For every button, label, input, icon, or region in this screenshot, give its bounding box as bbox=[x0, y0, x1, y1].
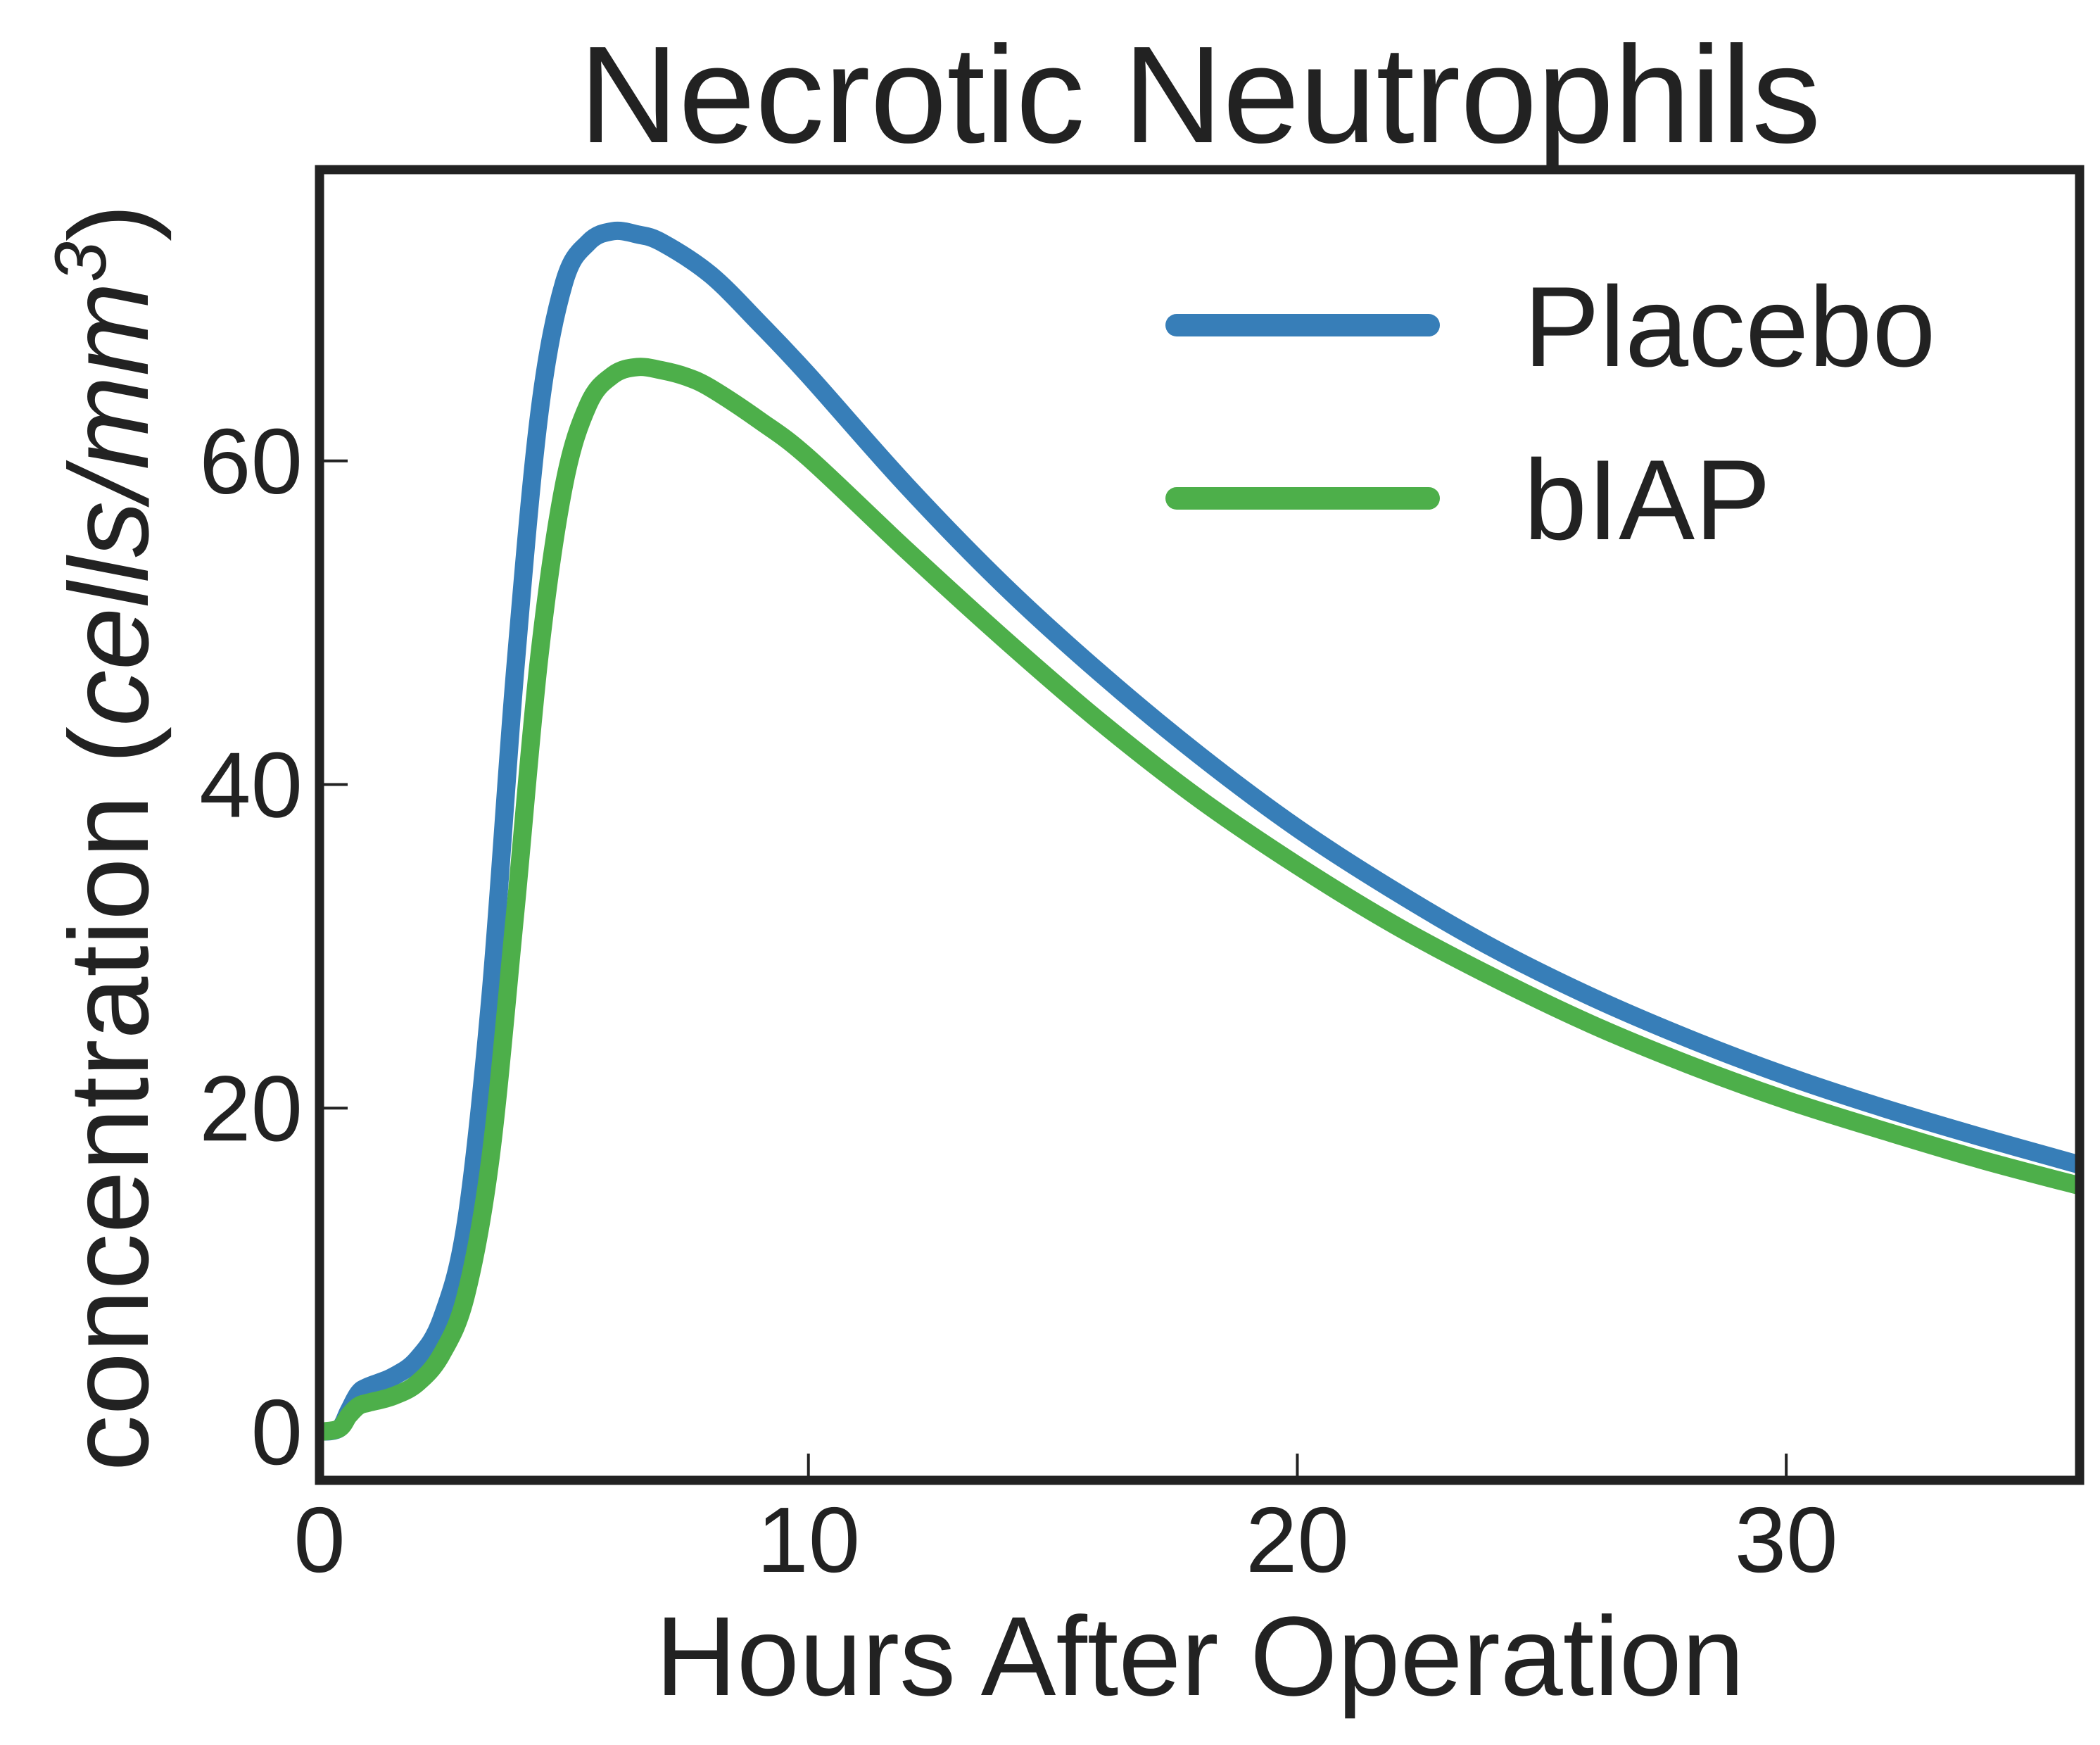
chart-title: Necrotic Neutrophils bbox=[579, 18, 1821, 172]
x-tick-label: 10 bbox=[757, 1488, 860, 1592]
series-line-biap bbox=[320, 358, 2080, 1441]
y-axis-label-prefix: concentration ( bbox=[46, 726, 172, 1471]
legend: Placebo bIAP bbox=[1165, 263, 1935, 564]
legend-label-placebo: Placebo bbox=[1524, 263, 1935, 391]
plot-frame bbox=[315, 165, 2085, 1485]
x-axis-label: Hours After Operation bbox=[655, 1593, 1744, 1719]
series-group bbox=[320, 221, 2080, 1441]
series-line-placebo bbox=[320, 221, 2080, 1441]
y-tick-label: 0 bbox=[251, 1380, 303, 1484]
x-tick-label: 20 bbox=[1246, 1488, 1349, 1592]
y-tick-label: 40 bbox=[199, 733, 303, 837]
y-axis-label-unit: cells/mm bbox=[46, 282, 172, 726]
legend-label-biap: bIAP bbox=[1524, 436, 1771, 564]
y-axis-label: concentration (cells/mm3) bbox=[40, 204, 172, 1472]
x-tick-label: 0 bbox=[293, 1488, 345, 1592]
y-axis-label-suffix: ) bbox=[46, 204, 172, 241]
x-tick-label: 30 bbox=[1735, 1488, 1838, 1592]
axis-ticks: 0 10 20 30 0 20 40 60 bbox=[199, 410, 1838, 1592]
y-axis-label-superscript: 3 bbox=[40, 241, 122, 282]
y-tick-label: 20 bbox=[199, 1057, 303, 1160]
y-tick-label: 60 bbox=[199, 410, 303, 513]
